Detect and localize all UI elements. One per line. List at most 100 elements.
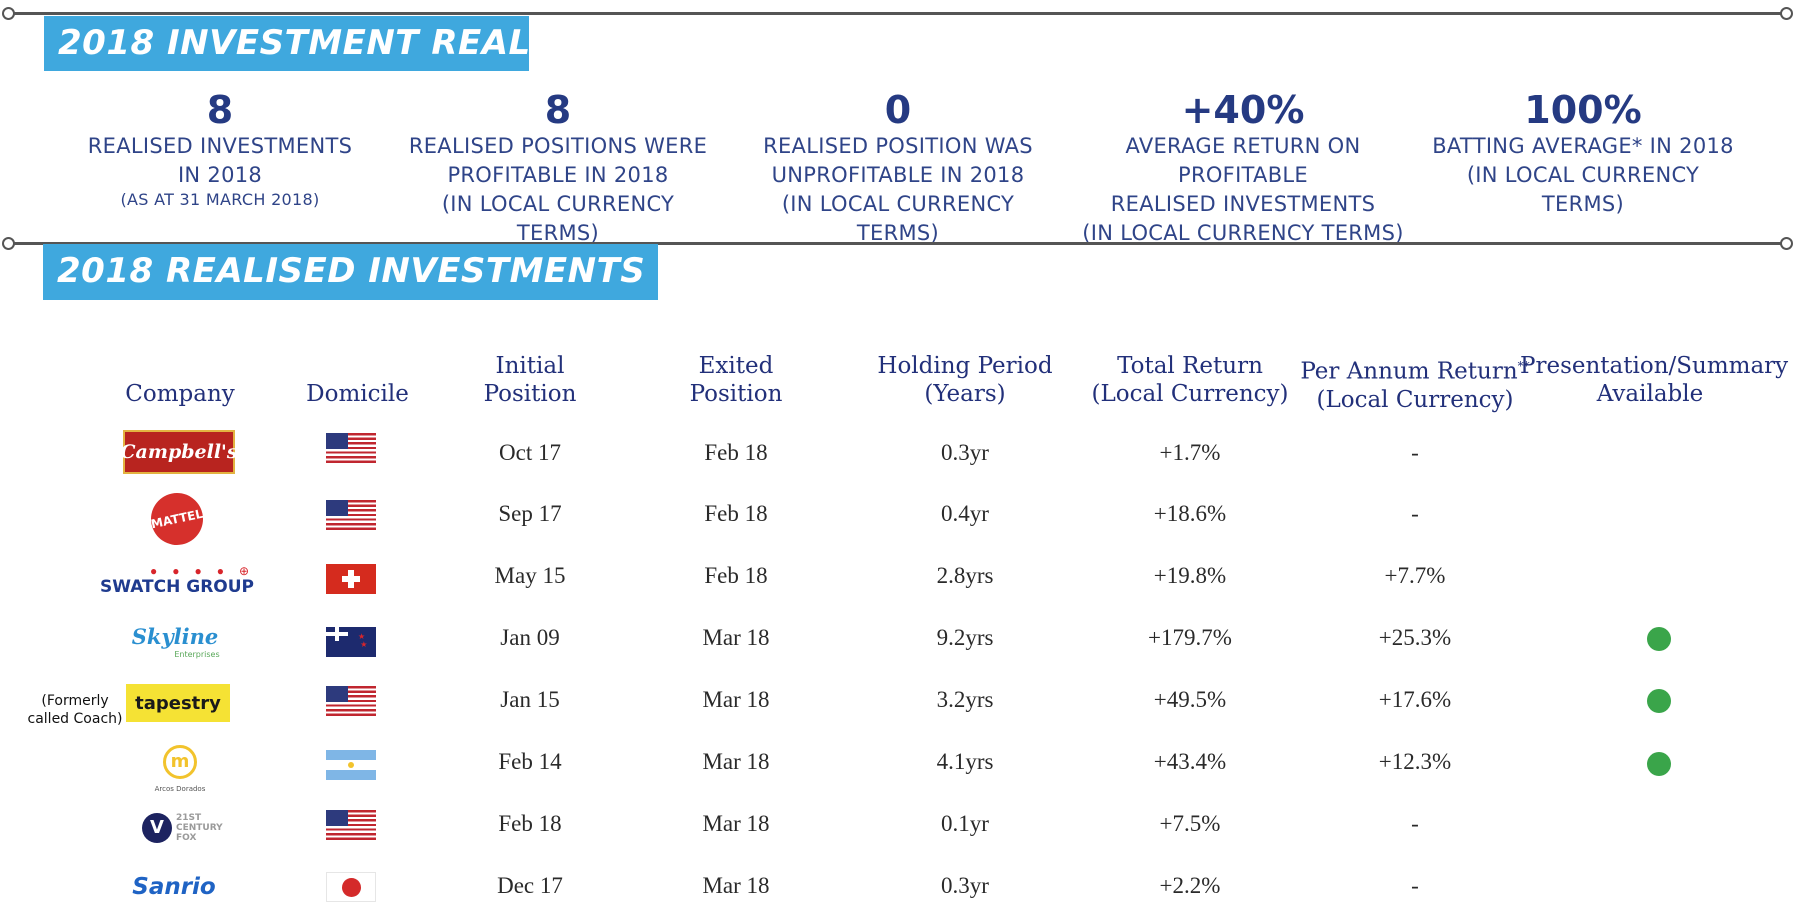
logo-text: 21ST CENTURY FOX (176, 813, 223, 843)
flag-us (326, 433, 376, 463)
section-title-by-company: 2018 REALISED INVESTMENTS BY COMPANY (43, 244, 912, 300)
header-line: Holding Period (877, 353, 1053, 379)
21st-century-fox-logo: V 21ST CENTURY FOX (138, 810, 232, 846)
cell-initial: Jan 15 (500, 687, 560, 712)
stat-line: (IN LOCAL CURRENCY TERMS) (441, 192, 675, 245)
cell-holding: 0.3yr (941, 440, 989, 465)
middle-rule-right-end (1780, 237, 1793, 250)
header-per-annum-return: Per Annum Return** (Local Currency) (1300, 352, 1530, 414)
cell-per-annum: +25.3% (1378, 625, 1452, 650)
cell-initial: May 15 (494, 563, 566, 588)
cell-per-annum: - (1411, 440, 1419, 465)
header-line: Initial (495, 353, 565, 379)
fox-emblem: V (142, 813, 172, 843)
flag-canton (326, 627, 348, 641)
presentation-available-dot[interactable] (1647, 689, 1671, 713)
cell-exited: Mar 18 (702, 687, 770, 712)
stat-line: REALISED INVESTMENTS (87, 134, 353, 158)
sun-of-may (348, 762, 354, 768)
stat-value: 8 (206, 88, 234, 132)
cell-total-return: +2.2% (1159, 873, 1221, 898)
flag-us (326, 686, 376, 716)
rising-sun (342, 878, 361, 897)
header-company-text: Company (125, 381, 235, 407)
top-rule (14, 12, 1784, 15)
header-line: Position (689, 381, 783, 407)
cell-per-annum: +7.7% (1384, 563, 1446, 588)
stat-value: 0 (884, 88, 912, 132)
sanrio-logo: Sanrio (122, 870, 226, 904)
logo-text: MATTEL (149, 506, 205, 532)
top-rule-left-end (2, 7, 15, 20)
logo-subtext: Enterprises (174, 649, 220, 659)
formerly-coach-note: (Formerly called Coach) (27, 693, 123, 727)
arcos-dorados-logo: m Arcos Dorados (145, 742, 215, 796)
presentation-available-dot[interactable] (1647, 627, 1671, 651)
stat-line: REALISED INVESTMENTS (1110, 192, 1376, 216)
stat-unprofitable: 0 REALISED POSITION WAS UNPROFITABLE IN … (738, 88, 1058, 248)
section-title-realisations: 2018 INVESTMENT REALISATIONS (44, 16, 712, 71)
cell-per-annum: - (1411, 501, 1419, 526)
cell-holding: 9.2yrs (936, 625, 994, 650)
stat-line: BATTING AVERAGE* IN 2018 (1432, 134, 1734, 158)
cell-initial: Feb 18 (498, 811, 562, 836)
stat-line: REALISED POSITIONS WERE (408, 134, 708, 158)
cell-per-annum: - (1411, 811, 1419, 836)
presentation-available-dot[interactable] (1647, 752, 1671, 776)
cell-exited: Feb 18 (704, 563, 768, 588)
header-line: Available (1596, 381, 1704, 407)
cell-total-return: +179.7% (1148, 625, 1232, 650)
campbells-logo: Campbell's (120, 430, 238, 474)
cell-exited: Mar 18 (702, 625, 770, 650)
logo-text: Arcos Dorados (154, 785, 206, 793)
cell-holding: 0.3yr (941, 873, 989, 898)
cell-initial: Dec 17 (497, 873, 563, 898)
cell-initial: Sep 17 (498, 501, 562, 526)
flag-us (326, 810, 376, 840)
header-exited-position: Exited Position (646, 352, 826, 408)
header-line: (Local Currency) (1316, 386, 1514, 413)
logo-text: Sanrio (132, 874, 216, 900)
mattel-logo: MATTEL (146, 488, 208, 550)
header-total-return: Total Return (Local Currency) (1085, 352, 1295, 408)
header-line: Exited (698, 353, 774, 379)
cell-total-return: +1.7% (1159, 440, 1221, 465)
header-line: Total Return (1117, 353, 1263, 379)
stat-batting-average: 100% BATTING AVERAGE* IN 2018 (IN LOCAL … (1428, 88, 1738, 219)
flag-switzerland (326, 564, 376, 594)
header-line: Position (483, 381, 577, 407)
swatch-dots: ●●●●⊕ (149, 564, 265, 578)
stat-line: IN 2018 (177, 163, 263, 187)
stat-note: (AS AT 31 MARCH 2018) (120, 190, 320, 209)
logo-text: SWATCH GROUP (99, 577, 255, 597)
header-line: (Years) (924, 381, 1006, 407)
swatch-group-logo: ●●●●⊕ SWATCH GROUP (88, 564, 266, 598)
stat-line: (IN LOCAL CURRENCY TERMS) (1466, 163, 1700, 216)
stat-value: +40% (1181, 88, 1305, 132)
header-line: Presentation/Summary (1520, 353, 1789, 379)
cell-exited: Mar 18 (702, 749, 770, 774)
cell-initial: Feb 14 (498, 749, 562, 774)
stat-line: PROFITABLE IN 2018 (447, 163, 669, 187)
stat-profitable: 8 REALISED POSITIONS WERE PROFITABLE IN … (398, 88, 718, 248)
stat-line: UNPROFITABLE IN 2018 (771, 163, 1025, 187)
header-per-annum-text: Per Annum Return (1300, 358, 1518, 385)
cell-exited: Feb 18 (704, 440, 768, 465)
cell-holding: 4.1yrs (936, 749, 994, 774)
footnote-mark: ** (1517, 359, 1530, 373)
flag-us (326, 500, 376, 530)
logo-text: tapestry (135, 692, 221, 714)
cell-per-annum: +12.3% (1378, 749, 1452, 774)
cell-total-return: +7.5% (1159, 811, 1221, 836)
cell-initial: Oct 17 (499, 440, 561, 465)
flag-new-zealand: ★ ★ (326, 627, 376, 657)
stat-line: (IN LOCAL CURRENCY TERMS) (1082, 221, 1404, 245)
cell-exited: Feb 18 (704, 501, 768, 526)
cell-holding: 3.2yrs (936, 687, 994, 712)
logo-text: Campbell's (120, 441, 238, 463)
header-domicile: Domicile (280, 380, 435, 408)
arcos-dorados-emblem: m (163, 745, 197, 779)
logo-text: Skyline (131, 623, 219, 649)
cell-total-return: +19.8% (1153, 563, 1227, 588)
cell-holding: 2.8yrs (936, 563, 994, 588)
